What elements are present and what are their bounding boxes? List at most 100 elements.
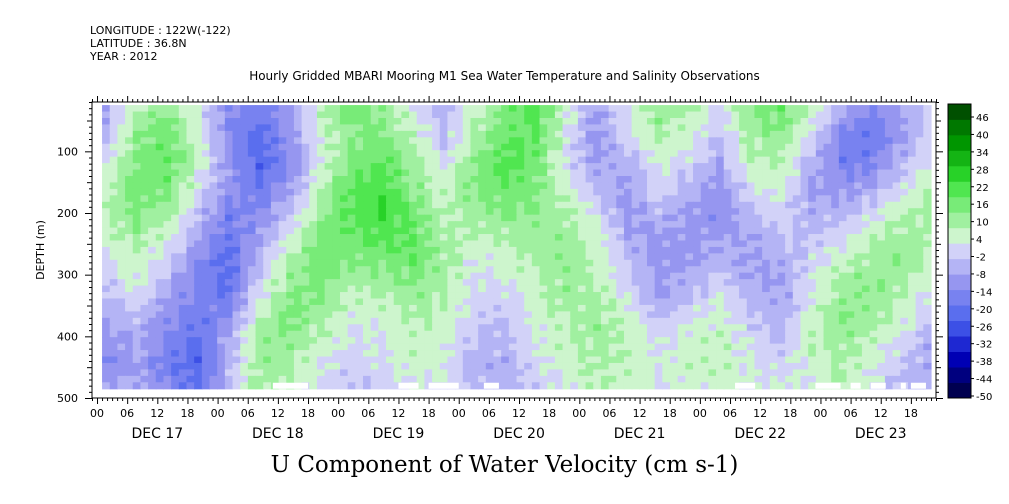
heatmap-cell — [623, 124, 633, 132]
heatmap-cell — [416, 285, 426, 293]
heatmap-cell — [585, 156, 594, 164]
heatmap-cell — [163, 182, 172, 190]
heatmap-cell — [378, 234, 387, 242]
heatmap-cell — [470, 214, 479, 222]
heatmap-cell — [623, 234, 633, 242]
heatmap-cell — [785, 369, 794, 377]
heatmap-cell — [785, 362, 794, 371]
heatmap-cell — [631, 356, 640, 364]
heatmap-cell — [347, 272, 356, 280]
heatmap-cell — [838, 143, 848, 151]
heatmap-cell — [478, 111, 487, 119]
heatmap-cell — [270, 272, 280, 280]
heatmap-cell — [838, 356, 848, 364]
heatmap-cell — [140, 163, 149, 171]
heatmap-cell — [792, 246, 802, 254]
heatmap-cell — [224, 111, 234, 119]
heatmap-cell — [769, 208, 779, 216]
heatmap-cell — [808, 240, 817, 248]
heatmap-cell — [432, 356, 441, 364]
heatmap-cell — [577, 272, 587, 280]
heatmap-cell — [785, 227, 794, 235]
heatmap-cell — [393, 143, 402, 151]
heatmap-cell — [869, 227, 878, 235]
heatmap-cell — [293, 156, 303, 164]
heatmap-cell — [163, 143, 172, 151]
heatmap-cell — [247, 337, 257, 345]
heatmap-cell — [401, 201, 410, 209]
heatmap-cell — [808, 343, 817, 351]
heatmap-cell — [708, 240, 717, 248]
heatmap-cell — [462, 143, 472, 151]
heatmap-cell — [777, 124, 786, 132]
heatmap-cell — [677, 337, 686, 345]
heatmap-cell — [263, 117, 272, 126]
heatmap-cell — [547, 285, 556, 293]
heatmap-cell — [293, 130, 303, 138]
heatmap-cell — [739, 234, 748, 242]
heatmap-cell — [255, 356, 264, 364]
heatmap-cell — [700, 105, 709, 113]
heatmap-cell — [186, 369, 195, 377]
heatmap-cell — [278, 279, 287, 287]
heatmap-cell — [462, 317, 472, 325]
heatmap-cell — [155, 227, 165, 235]
heatmap-cell — [670, 324, 679, 332]
heatmap-cell — [524, 176, 533, 184]
heatmap-cell — [631, 163, 640, 171]
heatmap-cell — [309, 195, 318, 203]
heatmap-cell — [547, 362, 556, 371]
heatmap-cell — [209, 137, 218, 145]
heatmap-cell — [762, 163, 771, 171]
heatmap-cell — [539, 311, 548, 319]
heatmap-cell — [838, 272, 848, 280]
heatmap-cell — [716, 214, 725, 222]
heatmap-cell — [416, 343, 426, 351]
heatmap-cell — [785, 279, 794, 287]
heatmap-cell — [838, 259, 848, 267]
heatmap-cell — [800, 137, 809, 145]
heatmap-cell — [831, 298, 840, 306]
heatmap-cell — [439, 292, 449, 300]
heatmap-cell — [186, 169, 195, 177]
heatmap-cell — [670, 330, 679, 338]
heatmap-cell — [347, 375, 356, 383]
heatmap-cell — [892, 279, 901, 287]
heatmap-cell — [900, 253, 909, 261]
heatmap-cell — [224, 266, 234, 274]
heatmap-cell — [186, 382, 195, 390]
heatmap-cell — [608, 240, 617, 248]
heatmap-cell — [646, 188, 656, 196]
heatmap-cell — [163, 105, 172, 113]
heatmap-cell — [155, 350, 165, 358]
heatmap-cell — [608, 143, 617, 151]
heatmap-cell — [224, 227, 234, 235]
heatmap-cell — [163, 176, 172, 184]
heatmap-cell — [493, 369, 502, 377]
heatmap-cell — [593, 221, 602, 229]
heatmap-cell — [363, 330, 372, 338]
heatmap-cell — [654, 272, 663, 280]
heatmap-cell — [923, 195, 932, 203]
heatmap-cell — [508, 362, 518, 371]
heatmap-cell — [677, 188, 686, 196]
heatmap-cell — [186, 298, 195, 306]
heatmap-cell — [378, 279, 387, 287]
heatmap-cell — [670, 117, 679, 126]
heatmap-cell — [693, 343, 702, 351]
heatmap-cell — [270, 292, 280, 300]
heatmap-cell — [739, 362, 748, 371]
heatmap-cell — [478, 266, 487, 274]
heatmap-cell — [455, 337, 464, 345]
heatmap-cell — [815, 298, 825, 306]
heatmap-cell — [616, 246, 625, 254]
heatmap-cell — [708, 208, 717, 216]
heatmap-cell — [854, 201, 863, 209]
heatmap-cell — [148, 201, 157, 209]
heatmap-cell — [125, 324, 134, 332]
heatmap-cell — [662, 143, 671, 151]
heatmap-cell — [562, 169, 571, 177]
heatmap-cell — [470, 317, 479, 325]
heatmap-cell — [915, 176, 924, 184]
heatmap-cell — [516, 240, 525, 248]
